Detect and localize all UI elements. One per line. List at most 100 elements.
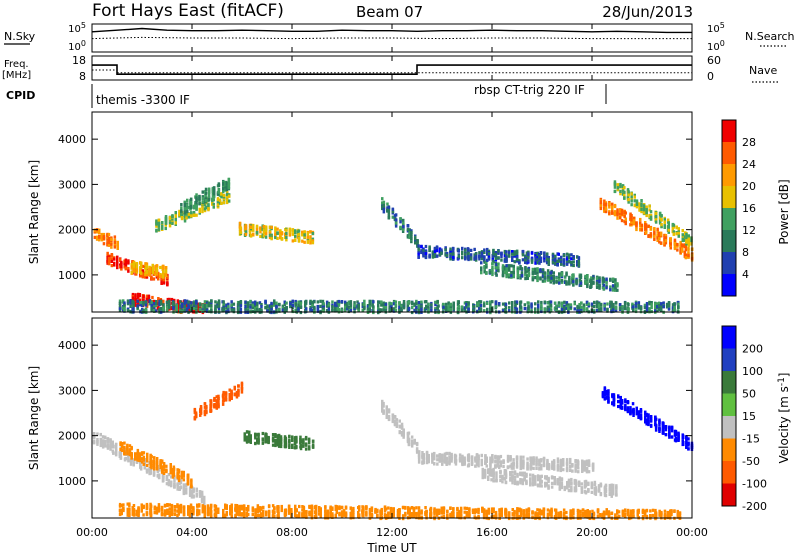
power-cell-3383 — [417, 303, 421, 307]
velocity-cell-690 — [261, 431, 265, 436]
power-cell-3131 — [325, 300, 329, 304]
velocity-cell-870 — [391, 413, 395, 417]
power-cell-3850 — [606, 302, 609, 306]
power-cell-1856 — [549, 280, 552, 284]
power-cell-3451 — [444, 306, 448, 310]
velocity-cell-200 — [165, 482, 169, 486]
power-cell-3604 — [508, 309, 511, 313]
power-cell-1542 — [536, 261, 539, 265]
power-cell-1781 — [524, 266, 527, 270]
power-cell-464 — [135, 268, 139, 273]
velocity-cell-834 — [311, 439, 315, 443]
power-cell-3802 — [585, 300, 589, 304]
velocity-cell-247 — [182, 483, 186, 487]
power-cell-3218 — [357, 308, 360, 312]
power-cell-1348 — [464, 252, 467, 256]
power-cell-2022 — [611, 279, 615, 283]
power-cell-1108 — [309, 230, 312, 234]
power-cell-2340 — [621, 189, 625, 193]
velocity-cell-536 — [203, 410, 207, 415]
power-cell-1379 — [474, 258, 478, 262]
power-cell-1604 — [557, 252, 560, 256]
power-cell-621 — [178, 213, 181, 217]
velocity-cell-409 — [155, 466, 159, 470]
power-cell-1625 — [565, 262, 569, 266]
power-cell-3454 — [447, 307, 450, 311]
power-cell-2497 — [677, 227, 680, 231]
power-cell-3620 — [514, 302, 517, 306]
power-cell-383 — [177, 309, 180, 313]
power-cell-3538 — [478, 307, 481, 311]
power-cell-596 — [171, 218, 174, 222]
power-cell-2423 — [649, 215, 653, 219]
power-cell-1925 — [572, 275, 575, 279]
velocity-cell-354 — [138, 458, 141, 463]
power-cell-2264 — [673, 246, 677, 251]
power-cell-768 — [183, 200, 186, 204]
power-cell-3892 — [623, 306, 627, 310]
power-cell-667 — [195, 213, 198, 217]
power-cell-2443 — [658, 212, 662, 216]
power-cell-1800 — [531, 267, 535, 271]
velocity-cell-823 — [304, 437, 308, 441]
power-cell-2829 — [217, 307, 221, 311]
power-cell-2869 — [230, 303, 233, 307]
power-cell-812 — [198, 202, 201, 206]
power-cell-2351 — [626, 188, 630, 192]
power-cell-3995 — [671, 303, 675, 307]
velocity-cell-426 — [162, 468, 166, 472]
power-cell-2603 — [141, 307, 144, 311]
power-cell-1168 — [399, 217, 402, 221]
power-cell-2226 — [659, 233, 663, 237]
power-cell-2749 — [190, 308, 193, 312]
power-cell-2171 — [640, 228, 644, 232]
power-cell-573 — [161, 221, 164, 225]
power-cell-1037 — [280, 231, 284, 235]
power-cell-1818 — [536, 274, 539, 279]
power-cell-451 — [130, 265, 133, 269]
power-cell-3847 — [603, 307, 606, 311]
power-cell-2652 — [159, 302, 163, 306]
velocity-cell-468 — [177, 468, 181, 472]
power-cell-512 — [151, 267, 154, 271]
power-cell-770 — [183, 202, 186, 206]
power-cell-298 — [145, 294, 149, 298]
power-cell-1103 — [306, 236, 309, 240]
power-cell-2103 — [619, 208, 622, 212]
velocity-cell-275 — [195, 487, 198, 491]
power-cell-2896 — [239, 307, 243, 311]
power-cell-2627 — [150, 303, 153, 307]
velocity-cell-883 — [395, 423, 399, 427]
power-cell-3166 — [337, 303, 341, 307]
power-cell-629 — [183, 219, 187, 223]
power-cell-2204 — [653, 237, 656, 241]
power-cell-2974 — [270, 304, 273, 308]
power-cell-1160 — [394, 221, 398, 225]
power-cell-1446 — [500, 258, 503, 262]
velocity-cell-38 — [104, 435, 107, 439]
power-cell-2396 — [642, 207, 646, 211]
velocity-cell-880 — [395, 424, 399, 428]
power-cell-3660 — [530, 305, 533, 309]
power-cell-1366 — [467, 257, 470, 262]
power-cell-1951 — [584, 280, 587, 284]
velocity-cell-264 — [190, 489, 194, 493]
velocity-cell-632 — [237, 391, 240, 395]
power-cell-3960 — [656, 309, 659, 313]
power-cell-3124 — [322, 307, 325, 311]
power-cell-2830 — [217, 301, 221, 305]
power-cell-2679 — [168, 306, 171, 310]
power-cell-2758 — [192, 306, 196, 311]
velocity-cell-292 — [203, 498, 206, 502]
power-cell-3238 — [366, 305, 370, 309]
power-cell-2108 — [620, 210, 624, 214]
power-cell-3276 — [380, 308, 383, 312]
power-cell-1642 — [572, 255, 575, 259]
velocity-cell-219 — [173, 476, 176, 480]
power-cell-566 — [157, 221, 161, 225]
power-cell-2889 — [238, 301, 241, 305]
velocity-cell-461 — [176, 474, 179, 478]
power-cell-2800 — [207, 304, 211, 308]
power-cell-2200 — [649, 227, 653, 231]
power-cell-2930 — [254, 307, 257, 311]
